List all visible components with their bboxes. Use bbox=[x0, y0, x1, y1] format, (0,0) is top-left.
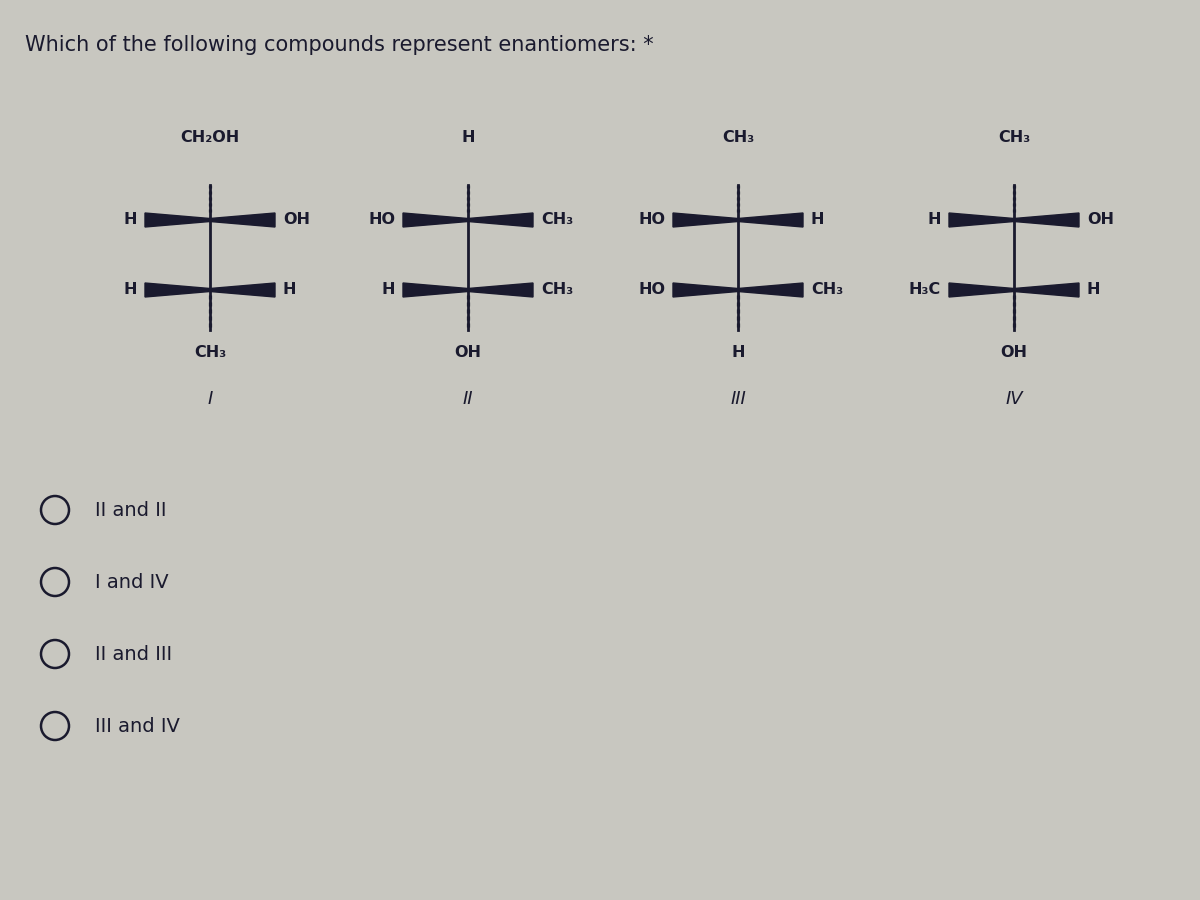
Polygon shape bbox=[673, 213, 738, 227]
Text: II: II bbox=[463, 390, 473, 408]
Text: I: I bbox=[208, 390, 212, 408]
Polygon shape bbox=[1014, 213, 1079, 227]
Text: OH: OH bbox=[1001, 345, 1027, 360]
Text: H: H bbox=[124, 212, 137, 228]
Text: II and II: II and II bbox=[95, 500, 167, 519]
Polygon shape bbox=[673, 283, 738, 297]
Text: OH: OH bbox=[283, 212, 310, 228]
Polygon shape bbox=[738, 283, 803, 297]
Text: HO: HO bbox=[638, 283, 665, 298]
Text: CH₃: CH₃ bbox=[722, 130, 754, 145]
Text: III and IV: III and IV bbox=[95, 716, 180, 735]
Text: IV: IV bbox=[1006, 390, 1022, 408]
Polygon shape bbox=[210, 213, 275, 227]
Polygon shape bbox=[468, 213, 533, 227]
Text: H: H bbox=[811, 212, 824, 228]
Text: H: H bbox=[461, 130, 475, 145]
Text: CH₃: CH₃ bbox=[811, 283, 844, 298]
Polygon shape bbox=[403, 283, 468, 297]
Text: H: H bbox=[382, 283, 395, 298]
Text: HO: HO bbox=[638, 212, 665, 228]
Text: I and IV: I and IV bbox=[95, 572, 169, 591]
Polygon shape bbox=[145, 213, 210, 227]
Text: II and III: II and III bbox=[95, 644, 172, 663]
Text: Which of the following compounds represent enantiomers: *: Which of the following compounds represe… bbox=[25, 35, 654, 55]
Text: H₃C: H₃C bbox=[908, 283, 941, 298]
Text: CH₃: CH₃ bbox=[998, 130, 1030, 145]
Text: OH: OH bbox=[455, 345, 481, 360]
Polygon shape bbox=[1014, 283, 1079, 297]
Polygon shape bbox=[949, 283, 1014, 297]
Polygon shape bbox=[403, 213, 468, 227]
Text: III: III bbox=[730, 390, 746, 408]
Polygon shape bbox=[949, 213, 1014, 227]
Text: CH₃: CH₃ bbox=[541, 212, 574, 228]
Text: H: H bbox=[283, 283, 296, 298]
Text: CH₃: CH₃ bbox=[541, 283, 574, 298]
Text: CH₃: CH₃ bbox=[194, 345, 226, 360]
Polygon shape bbox=[738, 213, 803, 227]
Polygon shape bbox=[145, 283, 210, 297]
Polygon shape bbox=[468, 283, 533, 297]
Text: H: H bbox=[1087, 283, 1100, 298]
Text: CH₂OH: CH₂OH bbox=[180, 130, 240, 145]
Text: H: H bbox=[928, 212, 941, 228]
Text: OH: OH bbox=[1087, 212, 1114, 228]
Polygon shape bbox=[210, 283, 275, 297]
Text: HO: HO bbox=[368, 212, 395, 228]
Text: H: H bbox=[731, 345, 745, 360]
Text: H: H bbox=[124, 283, 137, 298]
